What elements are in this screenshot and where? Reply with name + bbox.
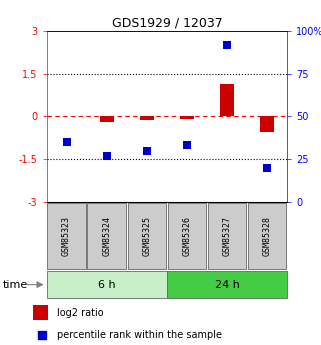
Title: GDS1929 / 12037: GDS1929 / 12037	[111, 17, 222, 30]
Point	[64, 139, 69, 145]
Bar	[167, 271, 287, 298]
Bar	[208, 203, 246, 269]
Text: 24 h: 24 h	[215, 280, 239, 289]
Text: percentile rank within the sample: percentile rank within the sample	[56, 330, 221, 340]
Bar	[220, 84, 234, 117]
Text: GSM85326: GSM85326	[182, 216, 192, 256]
Point	[104, 153, 109, 158]
Point	[224, 42, 230, 48]
Text: log2 ratio: log2 ratio	[56, 308, 103, 318]
Bar	[100, 117, 114, 121]
Bar	[140, 117, 154, 120]
Text: GSM85323: GSM85323	[62, 216, 71, 256]
Bar	[180, 117, 194, 119]
Bar	[168, 203, 206, 269]
Text: GSM85324: GSM85324	[102, 216, 111, 256]
Bar	[260, 117, 274, 132]
Text: GSM85328: GSM85328	[263, 216, 272, 256]
Point	[39, 332, 45, 338]
Bar	[33, 305, 48, 320]
Text: time: time	[3, 280, 29, 289]
Text: GSM85325: GSM85325	[142, 216, 152, 256]
Bar	[48, 203, 86, 269]
Point	[144, 148, 149, 153]
Bar	[87, 203, 126, 269]
Bar	[47, 271, 167, 298]
Point	[265, 165, 270, 170]
Text: GSM85327: GSM85327	[222, 216, 232, 256]
Bar	[248, 203, 286, 269]
Text: 6 h: 6 h	[98, 280, 116, 289]
Point	[184, 143, 189, 148]
Bar	[127, 203, 166, 269]
